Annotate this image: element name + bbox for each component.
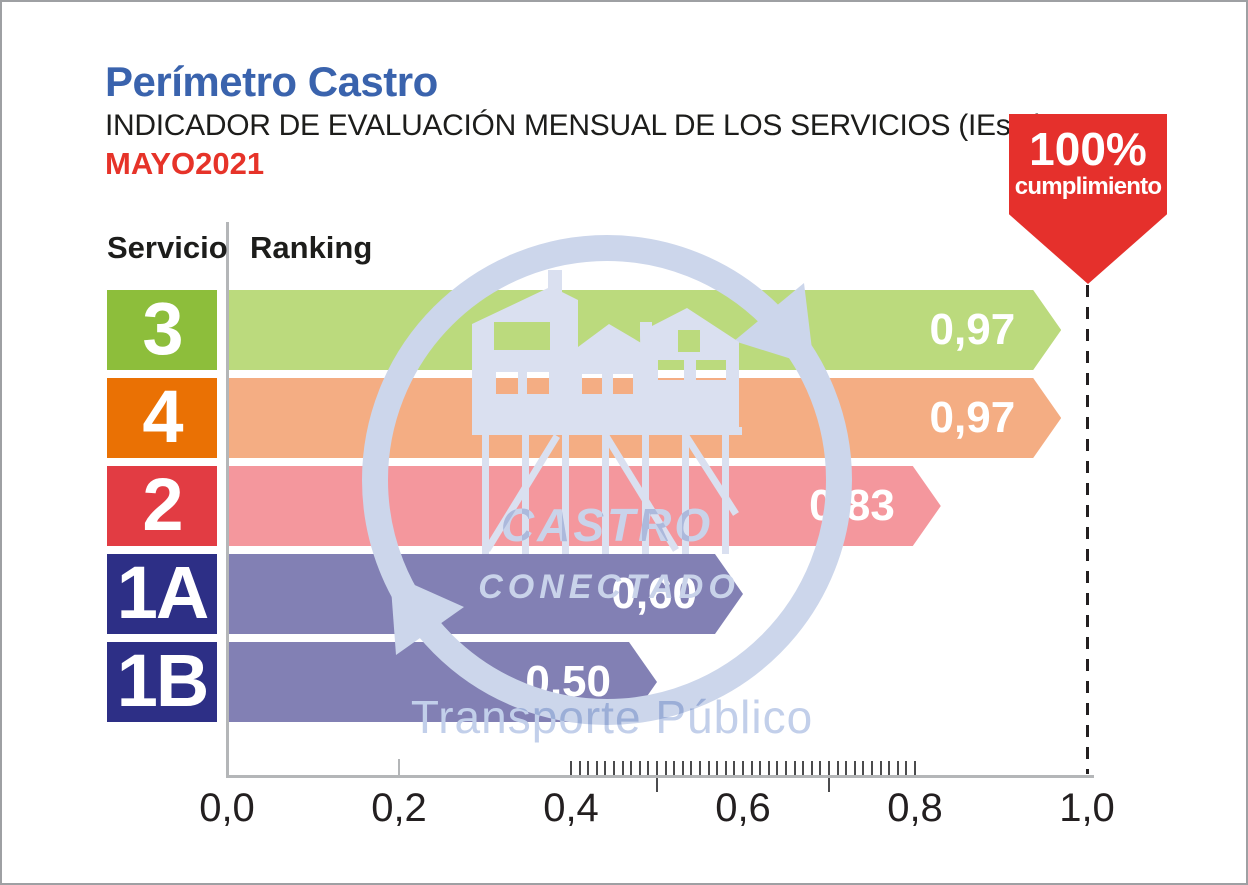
column-header-ranking: Ranking bbox=[250, 230, 373, 265]
minor-tick bbox=[793, 761, 796, 775]
page-title: Perímetro Castro bbox=[105, 58, 438, 105]
reference-dashed-line bbox=[1086, 285, 1089, 774]
minor-tick bbox=[647, 761, 650, 775]
minor-tick bbox=[879, 761, 882, 775]
column-header-servicio: Servicio bbox=[107, 230, 228, 265]
minor-tick bbox=[716, 761, 719, 775]
minor-tick bbox=[810, 761, 813, 775]
minor-tick bbox=[845, 761, 848, 775]
minor-tick bbox=[690, 761, 693, 775]
minor-tick bbox=[802, 761, 805, 775]
bar-value-label: 0,50 bbox=[525, 657, 611, 706]
minor-tick bbox=[673, 761, 676, 775]
minor-tick bbox=[819, 761, 822, 775]
minor-tick bbox=[836, 761, 839, 775]
minor-tick bbox=[664, 761, 667, 775]
service-label-4: 4 bbox=[107, 378, 217, 458]
minor-tick bbox=[699, 761, 701, 775]
minor-tick bbox=[742, 761, 744, 775]
service-label-2: 2 bbox=[107, 466, 217, 546]
minor-tick bbox=[733, 761, 736, 775]
bar-value-label: 0,83 bbox=[809, 481, 895, 530]
x-axis-tick-label: 0,0 bbox=[199, 786, 255, 830]
bar-value-label: 0,97 bbox=[929, 393, 1016, 442]
ranking-bar-1b: 0,50 bbox=[229, 642, 657, 722]
service-label-1a: 1A bbox=[107, 554, 217, 634]
x-axis-tick-label: 0,2 bbox=[371, 786, 427, 830]
badge-label: cumplimiento bbox=[1014, 173, 1162, 200]
minor-tick bbox=[896, 761, 899, 775]
minor-tick bbox=[914, 761, 916, 775]
minor-tick bbox=[613, 761, 615, 775]
compliance-badge: 100% cumplimiento bbox=[1009, 114, 1167, 284]
minor-tick bbox=[587, 761, 590, 775]
minor-tick bbox=[707, 761, 710, 775]
minor-tick bbox=[776, 761, 779, 775]
minor-tick bbox=[888, 761, 891, 775]
minor-tick bbox=[828, 761, 830, 775]
minor-tick bbox=[871, 761, 873, 775]
table-row: 3 0,97 bbox=[2, 290, 1248, 370]
badge-value: 100% bbox=[1029, 123, 1147, 175]
ranking-bar-4: 0,97 bbox=[229, 378, 1061, 458]
x-axis-line bbox=[226, 775, 1094, 778]
minor-tick bbox=[570, 761, 572, 775]
minor-tick bbox=[905, 761, 908, 775]
minor-tick bbox=[621, 761, 624, 775]
ranking-bar-2: 0,83 bbox=[229, 466, 941, 546]
period-label: MAYO2021 bbox=[105, 146, 265, 181]
minor-tick bbox=[638, 761, 641, 775]
x-axis-tick-label: 0,4 bbox=[543, 786, 599, 830]
minor-tick bbox=[604, 761, 607, 775]
minor-tick bbox=[767, 761, 770, 775]
service-label-1b: 1B bbox=[107, 642, 217, 722]
minor-tick bbox=[630, 761, 633, 775]
ranking-bar-3: 0,97 bbox=[229, 290, 1061, 370]
minor-tick bbox=[724, 761, 727, 775]
ranking-bar-1a: 0,60 bbox=[229, 554, 743, 634]
service-label-3: 3 bbox=[107, 290, 217, 370]
table-row: 1B 0,50 bbox=[2, 642, 1248, 722]
bar-value-label: 0,60 bbox=[611, 569, 697, 618]
bar-value-label: 0,97 bbox=[929, 305, 1016, 354]
y-axis-line bbox=[226, 222, 229, 777]
page-subtitle: INDICADOR DE EVALUACIÓN MENSUAL DE LOS S… bbox=[105, 109, 1045, 142]
minor-tick bbox=[853, 761, 856, 775]
x-axis-tick-label: 0,6 bbox=[715, 786, 771, 830]
minor-tick bbox=[578, 761, 581, 775]
table-row: 1A 0,60 bbox=[2, 554, 1248, 634]
x-axis-tick-label: 1,0 bbox=[1059, 786, 1115, 830]
minor-tick bbox=[750, 761, 753, 775]
minor-tick bbox=[656, 761, 658, 775]
minor-tick bbox=[759, 761, 762, 775]
x-axis-tick-label: 0,8 bbox=[887, 786, 943, 830]
minor-tick bbox=[595, 761, 598, 775]
below-axis-tick bbox=[828, 778, 830, 792]
light-tick bbox=[398, 759, 400, 775]
minor-tick bbox=[681, 761, 684, 775]
minor-tick bbox=[785, 761, 787, 775]
minor-tick bbox=[862, 761, 865, 775]
below-axis-tick bbox=[656, 778, 658, 792]
table-row: 4 0,97 bbox=[2, 378, 1248, 458]
table-row: 2 0,83 bbox=[2, 466, 1248, 546]
